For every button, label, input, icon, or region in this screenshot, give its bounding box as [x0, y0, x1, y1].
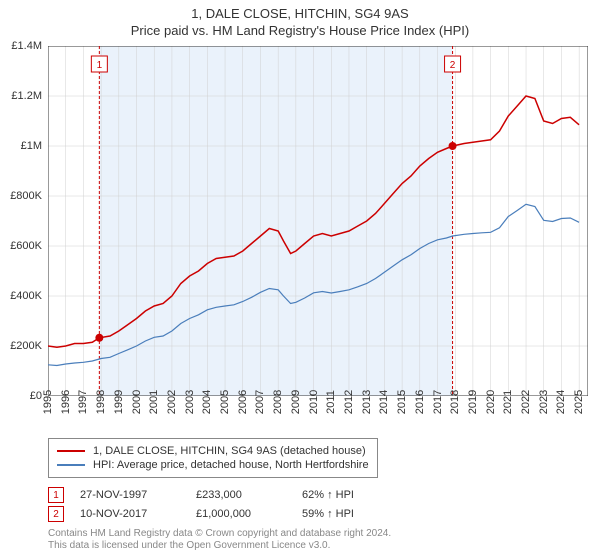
chart-subtitle: Price paid vs. HM Land Registry's House …	[0, 23, 600, 38]
marker-row: 1 27-NOV-1997 £233,000 62% ↑ HPI	[48, 487, 402, 503]
x-tick-label: 2015	[396, 390, 408, 414]
footer-line1: Contains HM Land Registry data © Crown c…	[48, 528, 592, 540]
y-tick-label: £600K	[10, 240, 42, 252]
marker-price: £1,000,000	[196, 508, 286, 520]
y-axis-labels: £0£200K£400K£600K£800K£1M£1.2M£1.4M	[0, 46, 46, 396]
x-tick-label: 2019	[467, 390, 479, 414]
x-tick-label: 2016	[414, 390, 426, 414]
x-tick-label: 2005	[219, 390, 231, 414]
x-tick-label: 2017	[432, 390, 444, 414]
marker-table: 1 27-NOV-1997 £233,000 62% ↑ HPI 2 10-NOV-201…	[48, 484, 402, 525]
marker-badge: 1	[48, 487, 64, 503]
x-tick-label: 2020	[485, 390, 497, 414]
x-tick-label: 2023	[538, 390, 550, 414]
x-tick-label: 1998	[95, 390, 107, 414]
x-tick-label: 2004	[201, 390, 213, 414]
x-tick-label: 2018	[449, 390, 461, 414]
x-tick-label: 2008	[272, 390, 284, 414]
x-tick-label: 2009	[290, 390, 302, 414]
x-tick-label: 2007	[254, 390, 266, 414]
x-tick-label: 2012	[343, 390, 355, 414]
x-tick-label: 2003	[184, 390, 196, 414]
x-tick-label: 1997	[77, 390, 89, 414]
footer-attribution: Contains HM Land Registry data © Crown c…	[48, 528, 592, 552]
x-tick-label: 2001	[148, 390, 160, 414]
legend-swatch	[57, 450, 85, 452]
x-tick-label: 2021	[502, 390, 514, 414]
x-tick-label: 2011	[325, 390, 337, 414]
y-tick-label: £200K	[10, 340, 42, 352]
y-tick-label: £1.4M	[11, 40, 42, 52]
chart-title: 1, DALE CLOSE, HITCHIN, SG4 9AS	[0, 6, 600, 21]
x-tick-label: 1995	[42, 390, 54, 414]
legend-label: HPI: Average price, detached house, Nort…	[93, 459, 369, 471]
x-tick-label: 2022	[520, 390, 532, 414]
chart-svg: 12	[48, 46, 588, 396]
chart-header: 1, DALE CLOSE, HITCHIN, SG4 9AS Price pa…	[0, 0, 600, 40]
y-tick-label: £1.2M	[11, 90, 42, 102]
legend-item: 1, DALE CLOSE, HITCHIN, SG4 9AS (detache…	[57, 445, 369, 457]
legend-box: 1, DALE CLOSE, HITCHIN, SG4 9AS (detache…	[48, 438, 378, 478]
marker-date: 10-NOV-2017	[80, 508, 180, 520]
legend-label: 1, DALE CLOSE, HITCHIN, SG4 9AS (detache…	[93, 445, 366, 457]
y-tick-label: £800K	[10, 190, 42, 202]
x-tick-label: 2025	[573, 390, 585, 414]
marker-pct: 59% ↑ HPI	[302, 508, 402, 520]
marker-badge: 2	[48, 506, 64, 522]
x-tick-label: 2014	[378, 390, 390, 414]
footer-line2: This data is licensed under the Open Gov…	[48, 540, 592, 552]
svg-text:2: 2	[450, 60, 456, 71]
x-tick-label: 2000	[131, 390, 143, 414]
legend-item: HPI: Average price, detached house, Nort…	[57, 459, 369, 471]
y-tick-label: £400K	[10, 290, 42, 302]
svg-text:1: 1	[97, 60, 103, 71]
legend-swatch	[57, 464, 85, 466]
x-tick-label: 2002	[166, 390, 178, 414]
x-tick-label: 1996	[60, 390, 72, 414]
x-tick-label: 2013	[361, 390, 373, 414]
marker-price: £233,000	[196, 489, 286, 501]
x-tick-label: 2010	[308, 390, 320, 414]
y-tick-label: £0	[30, 390, 42, 402]
x-tick-label: 1999	[113, 390, 125, 414]
y-tick-label: £1M	[21, 140, 42, 152]
x-tick-label: 2024	[555, 390, 567, 414]
x-axis-labels: 1995199619971998199920002001200220032004…	[48, 398, 588, 438]
marker-row: 2 10-NOV-2017 £1,000,000 59% ↑ HPI	[48, 506, 402, 522]
marker-date: 27-NOV-1997	[80, 489, 180, 501]
marker-pct: 62% ↑ HPI	[302, 489, 402, 501]
x-tick-label: 2006	[237, 390, 249, 414]
